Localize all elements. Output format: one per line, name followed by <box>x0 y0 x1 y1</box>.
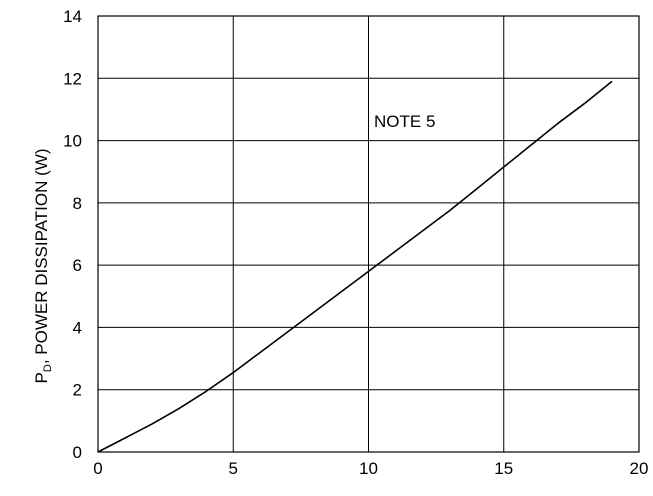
y-tick-label: 2 <box>73 381 82 400</box>
y-axis-label-subscript: D <box>42 364 54 372</box>
plot-frame <box>97 15 640 453</box>
x-tick-labels: 0 5 10 15 20 <box>93 459 648 478</box>
y-tick-labels: 0 2 4 6 8 10 12 14 <box>63 7 82 462</box>
series-lines <box>97 80 613 453</box>
x-tick-label: 15 <box>494 459 513 478</box>
y-tick-label: 10 <box>63 132 82 151</box>
y-tick-label: 4 <box>73 318 82 337</box>
x-tick-label: 10 <box>359 459 378 478</box>
y-axis-label: PD, POWER DISSIPATION (W) <box>32 149 54 384</box>
x-tick-label: 20 <box>630 459 649 478</box>
note-annotation: NOTE 5 <box>374 112 435 131</box>
series-line-1 <box>97 80 613 453</box>
y-axis-label-symbol: P <box>32 372 51 383</box>
y-tick-label: 6 <box>73 256 82 275</box>
y-tick-label: 12 <box>63 69 82 88</box>
y-tick-label: 0 <box>73 443 82 462</box>
y-tick-label: 14 <box>63 7 82 26</box>
grid-lines <box>98 16 639 452</box>
x-tick-label: 5 <box>229 459 238 478</box>
x-tick-label: 0 <box>93 459 102 478</box>
plot-border <box>97 15 640 453</box>
y-tick-label: 8 <box>73 194 82 213</box>
y-axis-label-text: , POWER DISSIPATION (W) <box>32 149 51 365</box>
